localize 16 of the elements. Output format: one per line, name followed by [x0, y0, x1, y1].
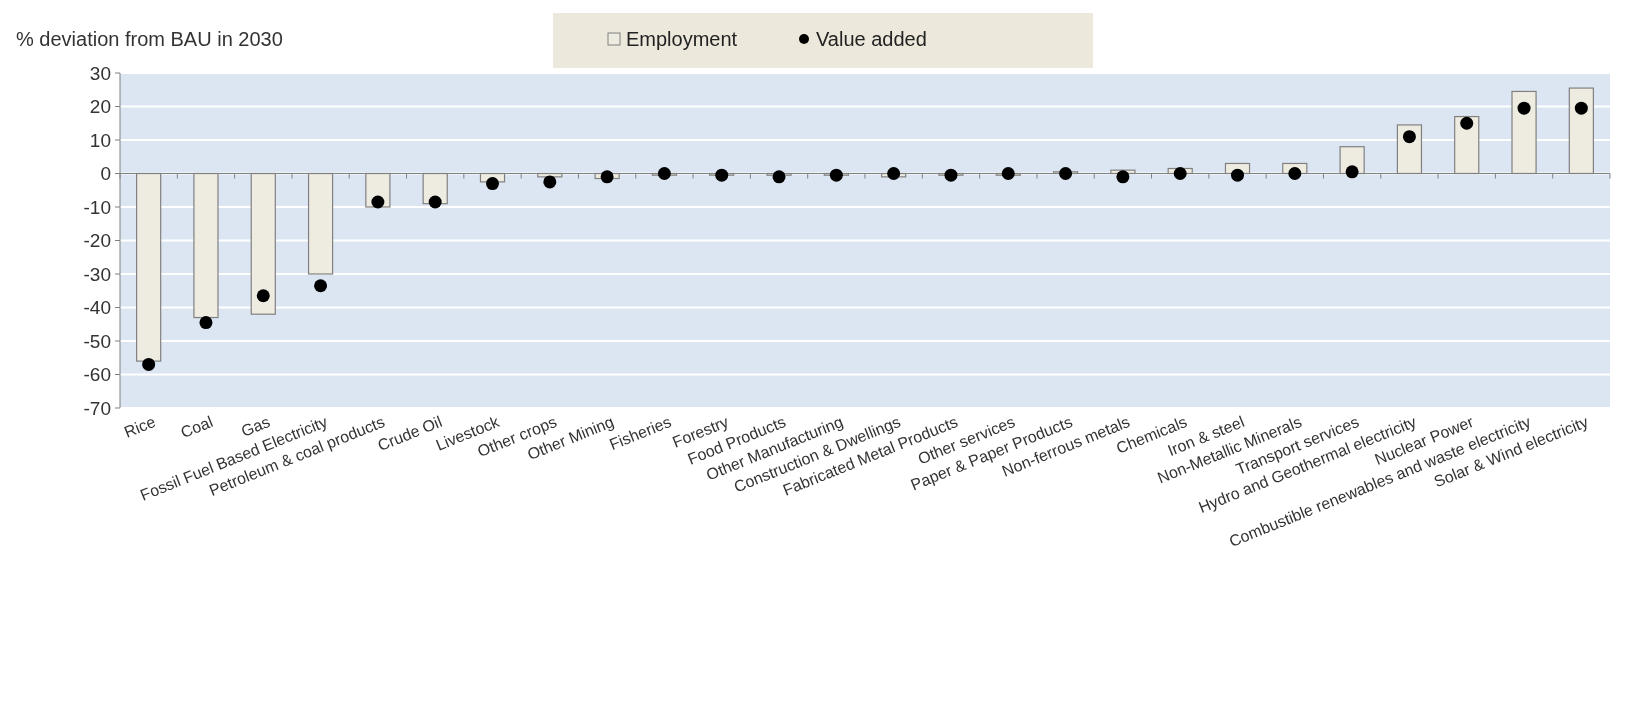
y-tick-label: -30 — [83, 263, 111, 285]
legend-label: Value added — [816, 28, 927, 50]
y-tick-label: 30 — [89, 62, 111, 84]
y-tick-label: 0 — [100, 163, 111, 185]
y-tick-label: -20 — [83, 230, 111, 252]
x-tick-label: Coal — [178, 413, 216, 442]
y-tick-label: -40 — [83, 297, 111, 319]
y-tick-label: -50 — [83, 330, 111, 352]
y-axis-title: % deviation from BAU in 2030 — [16, 28, 283, 50]
y-tick-label: 10 — [89, 129, 111, 151]
x-tick-label: Rice — [121, 412, 158, 441]
y-tick-label: -70 — [83, 397, 111, 419]
y-tick-label: -60 — [83, 364, 111, 386]
y-tick-label: 20 — [89, 96, 111, 118]
legend-label: Employment — [626, 28, 738, 50]
y-tick-label: -10 — [83, 196, 111, 218]
